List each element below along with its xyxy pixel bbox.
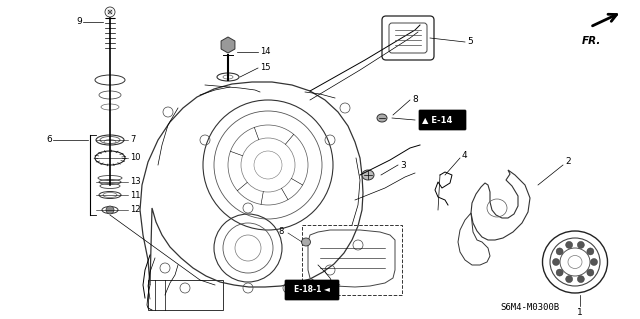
Circle shape: [566, 276, 573, 283]
Text: 14: 14: [260, 48, 271, 56]
Circle shape: [106, 206, 114, 214]
Ellipse shape: [362, 170, 374, 180]
FancyBboxPatch shape: [419, 110, 466, 130]
Circle shape: [556, 248, 563, 255]
Bar: [148, 280, 223, 310]
Text: 4: 4: [462, 151, 468, 160]
Ellipse shape: [377, 114, 387, 122]
Circle shape: [577, 276, 584, 283]
Ellipse shape: [301, 238, 310, 246]
Text: 12: 12: [130, 205, 141, 214]
Text: 8: 8: [412, 95, 418, 105]
Text: 1: 1: [577, 308, 583, 317]
Circle shape: [556, 269, 563, 276]
Circle shape: [587, 248, 594, 255]
Text: 2: 2: [565, 158, 571, 167]
Text: S6M4-M0300B: S6M4-M0300B: [500, 303, 559, 313]
Text: 11: 11: [130, 190, 141, 199]
Text: 13: 13: [130, 177, 141, 187]
Text: 10: 10: [130, 153, 141, 162]
Text: 5: 5: [467, 38, 473, 47]
Text: FR.: FR.: [582, 36, 602, 46]
Circle shape: [577, 241, 584, 249]
Text: 6: 6: [46, 136, 52, 145]
Circle shape: [552, 258, 559, 265]
Bar: [302, 225, 402, 295]
Circle shape: [566, 241, 573, 249]
Text: 8: 8: [278, 227, 284, 236]
Text: 3: 3: [400, 160, 406, 169]
Text: E-18-1 ◄: E-18-1 ◄: [294, 286, 330, 294]
FancyBboxPatch shape: [285, 280, 339, 300]
Text: 7: 7: [130, 136, 136, 145]
Text: ▲ E-14: ▲ E-14: [422, 115, 452, 124]
Circle shape: [591, 258, 598, 265]
Circle shape: [587, 269, 594, 276]
Text: 9: 9: [76, 18, 82, 26]
Text: 15: 15: [260, 63, 271, 72]
